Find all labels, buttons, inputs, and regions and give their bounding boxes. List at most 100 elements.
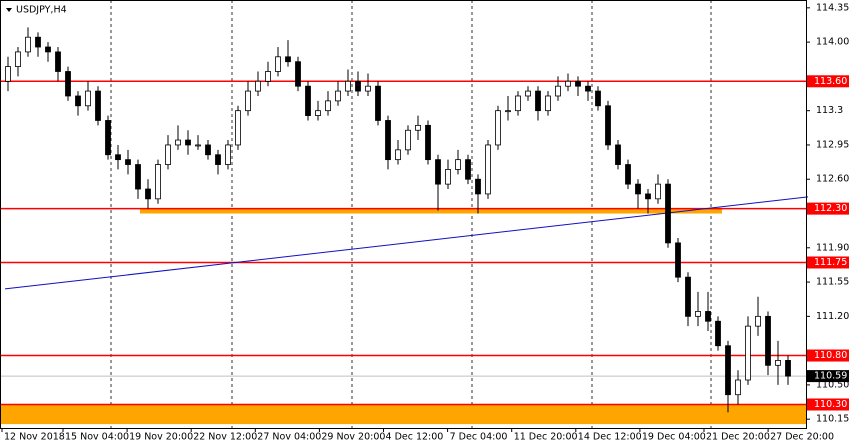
candle-body xyxy=(115,154,121,161)
candle-body xyxy=(785,360,791,377)
y-tick-label: 111.90 xyxy=(816,242,849,253)
candle-body xyxy=(165,144,171,165)
candle-body xyxy=(365,85,371,92)
y-tick-label: 111.55 xyxy=(816,277,849,288)
level-label-box xyxy=(807,349,849,362)
y-tick-label: 113.3 xyxy=(816,105,843,116)
candle-body xyxy=(395,149,401,161)
candle-body xyxy=(5,66,11,82)
candle-body xyxy=(675,242,681,278)
candle-body xyxy=(495,110,501,146)
y-tick-label: 110.50 xyxy=(816,379,849,390)
candle-body xyxy=(385,120,391,161)
zone xyxy=(140,208,722,214)
candle-body xyxy=(705,311,711,322)
candle-body xyxy=(195,144,201,147)
candle-body xyxy=(205,144,211,156)
y-tick-label: 111.20 xyxy=(816,311,849,322)
candle-body xyxy=(485,144,491,195)
candle-body xyxy=(605,105,611,146)
x-tick-label: 27 Nov 04:00 xyxy=(257,432,321,443)
level-label-box xyxy=(807,398,849,411)
level-label-box xyxy=(807,202,849,215)
candle-body xyxy=(245,90,251,112)
candle-body xyxy=(595,90,601,107)
candle-body xyxy=(105,120,111,156)
candle-body xyxy=(95,90,101,121)
candle-body xyxy=(525,90,531,97)
candle-body xyxy=(235,110,241,146)
candle-body xyxy=(745,325,751,381)
candle-body xyxy=(405,129,411,151)
candle-body xyxy=(455,159,461,170)
candle-body xyxy=(515,95,521,112)
level-label: 110.80 xyxy=(814,350,847,361)
candle-body xyxy=(415,124,421,131)
symbol-icon xyxy=(6,8,12,12)
y-tick-label: 112.95 xyxy=(816,139,849,150)
y-tick-label: 112.60 xyxy=(816,174,849,185)
candle-body xyxy=(425,124,431,161)
x-tick-label: 11 Dec 20:00 xyxy=(514,432,578,443)
candle-body xyxy=(635,183,641,195)
candle-body xyxy=(575,80,581,87)
y-tick-label: 110.15 xyxy=(816,414,849,425)
x-tick-label: 14 Dec 12:00 xyxy=(578,432,642,443)
plot-area xyxy=(0,0,809,428)
x-tick-label: 4 Dec 12:00 xyxy=(386,432,444,443)
candle-body xyxy=(345,80,351,92)
x-tick-label: 27 Dec 20:00 xyxy=(770,432,834,443)
candle-body xyxy=(65,71,71,97)
x-tick-label: 19 Nov 20:00 xyxy=(129,432,193,443)
candle-body xyxy=(315,110,321,116)
chart-title: USDJPY,H4 xyxy=(16,5,67,16)
level-label: 112.30 xyxy=(814,203,847,214)
candle-body xyxy=(505,110,511,113)
candle-body xyxy=(125,159,131,165)
candle-body xyxy=(775,360,781,366)
candle-body xyxy=(665,183,671,244)
level-label: 110.30 xyxy=(814,399,847,410)
x-tick-label: 7 Dec 04:00 xyxy=(450,432,508,443)
candle-body xyxy=(535,90,541,112)
candle-body xyxy=(375,85,381,121)
x-tick-label: 22 Nov 12:00 xyxy=(193,432,257,443)
candle-body xyxy=(625,164,631,185)
candle-body xyxy=(55,51,61,72)
candle-body xyxy=(555,85,561,97)
candle-body xyxy=(215,154,221,165)
candle-body xyxy=(15,51,21,67)
x-tick-label: 29 Nov 20:00 xyxy=(321,432,385,443)
y-tick-label: 114.00 xyxy=(816,37,849,48)
plot-border xyxy=(0,0,807,429)
candle-body xyxy=(755,315,761,327)
candle-body xyxy=(475,178,481,195)
candle-body xyxy=(285,56,291,63)
candle-body xyxy=(565,80,571,87)
y-tick-label: 114.35 xyxy=(816,2,849,13)
candle-body xyxy=(355,80,361,92)
level-label-box xyxy=(807,75,849,88)
x-tick-label: 21 Dec 20:00 xyxy=(706,432,770,443)
candle-body xyxy=(175,139,181,146)
candle-body xyxy=(35,36,41,48)
candle-body xyxy=(255,80,261,92)
candle-body xyxy=(185,139,191,146)
candle-body xyxy=(265,71,271,82)
candle-body xyxy=(685,276,691,317)
candle-body xyxy=(155,164,161,200)
price-label: 110.59 xyxy=(814,371,847,382)
candle-body xyxy=(765,315,771,366)
level-label: 111.75 xyxy=(814,257,847,268)
candle-body xyxy=(305,85,311,116)
candle-body xyxy=(25,36,31,53)
candle-body xyxy=(135,164,141,190)
candle-body xyxy=(295,61,301,87)
candle-body xyxy=(45,46,51,53)
trendline xyxy=(4,196,809,290)
zone xyxy=(0,404,806,425)
candle-body xyxy=(145,188,151,200)
x-tick-label: 15 Nov 04:00 xyxy=(65,432,129,443)
